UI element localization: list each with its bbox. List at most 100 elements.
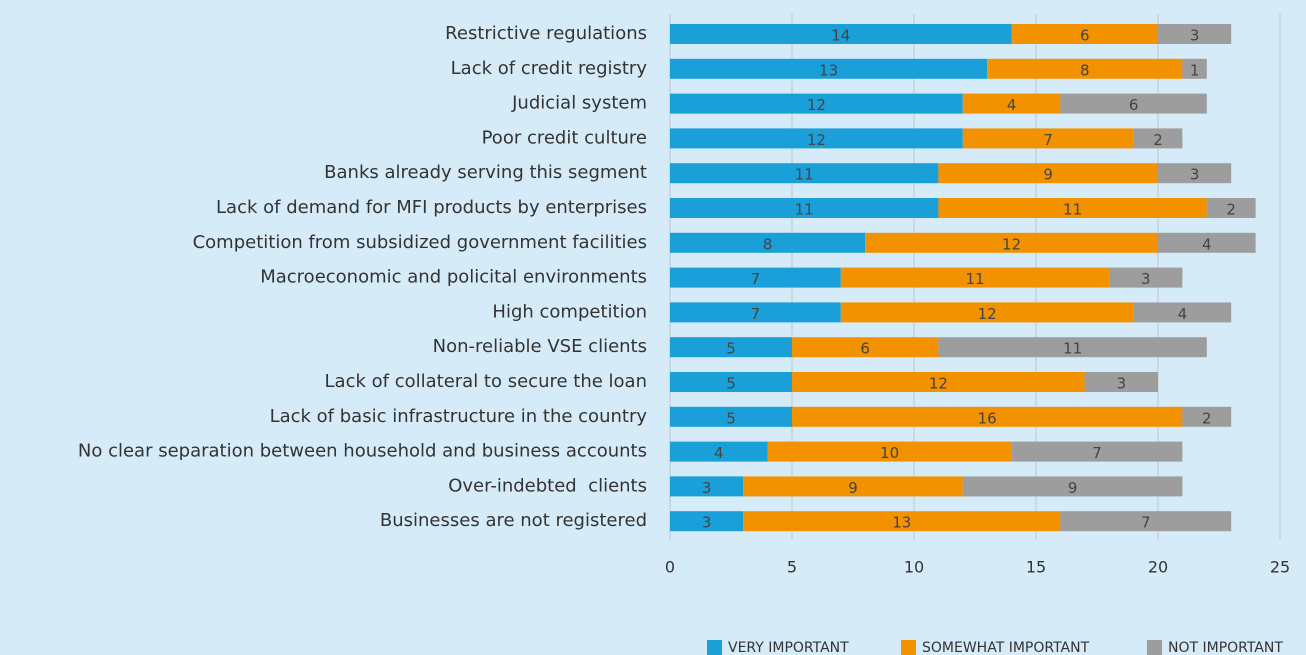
x-tick-label: 20 bbox=[1148, 558, 1168, 577]
value-label: 16 bbox=[978, 409, 997, 427]
category-label: Banks already serving this segment bbox=[324, 162, 647, 183]
value-label: 12 bbox=[978, 305, 997, 323]
bar-segment bbox=[1109, 267, 1183, 288]
value-label: 8 bbox=[1080, 61, 1090, 79]
bar-segment bbox=[1133, 128, 1183, 149]
legend-label: SOMEWHAT IMPORTANT bbox=[922, 640, 1090, 655]
value-label: 3 bbox=[1117, 375, 1127, 393]
bar-segment bbox=[670, 337, 792, 358]
bar-segment bbox=[840, 267, 1110, 288]
category-label: Judicial system bbox=[511, 93, 647, 114]
value-label: 2 bbox=[1202, 409, 1212, 427]
value-label: 7 bbox=[751, 270, 761, 288]
value-label: 2 bbox=[1153, 131, 1163, 149]
value-label: 11 bbox=[795, 201, 814, 219]
value-label: 9 bbox=[1068, 479, 1078, 497]
value-label: 9 bbox=[848, 479, 858, 497]
bar-segment bbox=[938, 198, 1207, 218]
bar-segment bbox=[670, 267, 841, 288]
bar-segment bbox=[670, 128, 963, 149]
value-label: 12 bbox=[807, 96, 826, 114]
bar-segment bbox=[1060, 93, 1207, 114]
value-label: 2 bbox=[1226, 201, 1236, 219]
value-label: 11 bbox=[1063, 201, 1082, 219]
bar-segment bbox=[1158, 232, 1256, 253]
bar-segment bbox=[670, 302, 841, 323]
value-label: 4 bbox=[1178, 305, 1188, 323]
category-label: Poor credit culture bbox=[482, 127, 647, 148]
value-label: 11 bbox=[1063, 340, 1082, 358]
category-label: Businesses are not registered bbox=[380, 510, 647, 531]
value-label: 3 bbox=[1190, 27, 1200, 45]
value-label: 13 bbox=[892, 514, 911, 532]
value-label: 8 bbox=[763, 235, 773, 253]
bar-segment bbox=[938, 163, 1158, 184]
value-label: 4 bbox=[1202, 235, 1212, 253]
bar-segment bbox=[670, 58, 988, 79]
bar-segment bbox=[987, 58, 1183, 79]
bar-segment bbox=[1011, 441, 1183, 462]
value-label: 6 bbox=[860, 340, 870, 358]
bar-segment bbox=[670, 511, 744, 532]
value-label: 12 bbox=[1002, 235, 1021, 253]
value-label: 5 bbox=[726, 375, 736, 393]
bar-segment bbox=[938, 337, 1207, 358]
bar-segment bbox=[962, 128, 1134, 149]
value-label: 3 bbox=[1141, 270, 1151, 288]
value-label: 13 bbox=[819, 61, 838, 79]
bar-segment bbox=[670, 24, 1012, 44]
value-label: 12 bbox=[807, 131, 826, 149]
x-tick-label: 5 bbox=[787, 558, 797, 577]
value-label: 11 bbox=[795, 166, 814, 184]
category-label: Non-reliable VSE clients bbox=[433, 336, 647, 357]
value-label: 7 bbox=[1043, 131, 1053, 149]
bar-segment bbox=[865, 232, 1158, 253]
value-label: 3 bbox=[702, 514, 712, 532]
bar-segment bbox=[1133, 302, 1232, 323]
category-label: No clear separation between household an… bbox=[78, 441, 647, 462]
bar-segment bbox=[1182, 406, 1232, 427]
value-label: 6 bbox=[1129, 96, 1139, 114]
bar-segment bbox=[962, 476, 1183, 497]
value-label: 4 bbox=[714, 444, 724, 462]
bar-segment bbox=[792, 406, 1183, 427]
category-label: Macroeconomic and policital environments bbox=[260, 267, 647, 288]
category-label: Restrictive regulations bbox=[445, 23, 647, 44]
value-label: 5 bbox=[726, 409, 736, 427]
category-label: Competition from subsidized government f… bbox=[193, 232, 647, 253]
bar-segment bbox=[670, 93, 963, 114]
value-label: 7 bbox=[1092, 444, 1102, 462]
x-tick-label: 15 bbox=[1026, 558, 1046, 577]
category-label: Lack of collateral to secure the loan bbox=[325, 371, 647, 392]
legend-swatch bbox=[901, 640, 916, 655]
bar-segment bbox=[670, 372, 792, 392]
bar-segment bbox=[1060, 511, 1232, 532]
value-label: 9 bbox=[1043, 166, 1053, 184]
bar-segment bbox=[670, 476, 744, 497]
bar-segment bbox=[962, 93, 1061, 114]
bar-segment bbox=[792, 372, 1085, 392]
bar-segment bbox=[1206, 198, 1256, 218]
value-label: 11 bbox=[965, 270, 984, 288]
value-label: 7 bbox=[1141, 514, 1151, 532]
bar-segment bbox=[670, 198, 939, 218]
bar-segment bbox=[670, 232, 866, 253]
value-label: 3 bbox=[1190, 166, 1200, 184]
bar-segment bbox=[743, 476, 963, 497]
bar-segment bbox=[743, 511, 1061, 532]
bar-segment bbox=[670, 406, 792, 427]
x-tick-label: 25 bbox=[1270, 558, 1290, 577]
value-label: 1 bbox=[1190, 61, 1200, 79]
value-label: 5 bbox=[726, 340, 736, 358]
value-label: 3 bbox=[702, 479, 712, 497]
category-label: Lack of demand for MFI products by enter… bbox=[216, 197, 647, 218]
value-label: 4 bbox=[1007, 96, 1017, 114]
category-label: Lack of credit registry bbox=[451, 58, 648, 79]
x-tick-label: 10 bbox=[904, 558, 924, 577]
legend-label: VERY IMPORTANT bbox=[728, 640, 849, 655]
bar-segment bbox=[670, 163, 939, 184]
legend-swatch bbox=[707, 640, 722, 655]
bar-segment bbox=[1084, 372, 1158, 392]
bar-segment bbox=[1158, 163, 1232, 184]
